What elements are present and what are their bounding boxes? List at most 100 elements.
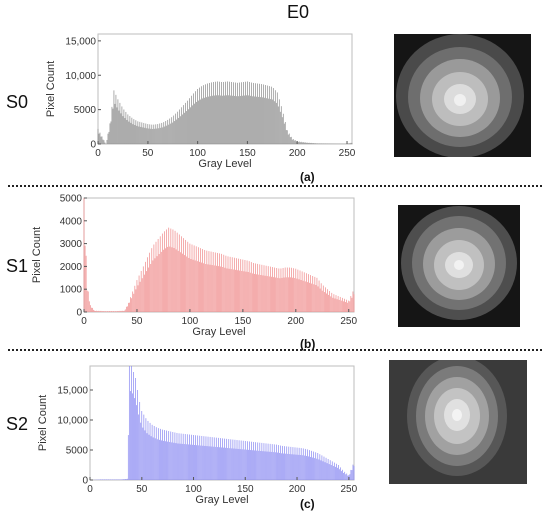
histogram-bar	[162, 127, 164, 144]
histogram-bar	[311, 450, 312, 480]
histogram-bar	[191, 434, 192, 480]
histogram-bar	[132, 124, 134, 144]
histogram-bar	[277, 452, 278, 480]
histogram-bar	[254, 450, 255, 480]
histogram-bar	[170, 431, 172, 480]
histogram-bar	[251, 82, 252, 144]
histogram-bar	[231, 81, 232, 144]
histogram-bar	[209, 264, 211, 312]
histogram-bar	[215, 265, 217, 312]
histogram-bar	[189, 98, 190, 144]
histogram-bar	[310, 275, 311, 312]
histogram-bar	[226, 438, 228, 480]
histogram-bar	[345, 474, 347, 480]
histogram-bar	[142, 127, 144, 144]
histogram-bar	[179, 109, 181, 144]
plot-area	[83, 197, 355, 313]
histogram-bar	[136, 405, 137, 480]
histogram-bar	[122, 116, 124, 144]
histogram-bar	[352, 291, 354, 312]
x-tick-label: 50	[136, 484, 148, 495]
histogram-bar	[137, 121, 139, 144]
histogram-bar	[330, 296, 332, 312]
histogram-bar	[236, 96, 237, 144]
histogram-bar	[316, 277, 318, 312]
histogram-bar	[288, 446, 290, 480]
histogram-bar	[114, 479, 116, 480]
y-tick-label: 3000	[60, 239, 83, 250]
x-tick-label: 0	[87, 484, 93, 495]
histogram-bar	[309, 282, 310, 312]
histogram-bar	[314, 143, 316, 144]
histogram-bar	[203, 436, 205, 480]
histogram-bar	[118, 311, 120, 312]
histogram-bar	[223, 81, 224, 144]
histogram-bar	[232, 95, 233, 144]
histogram-bar	[166, 125, 168, 144]
histogram-bar	[166, 430, 167, 480]
histogram-bar	[161, 440, 162, 480]
histogram-bar	[282, 113, 284, 144]
histogram-bar	[167, 246, 169, 312]
histogram-bar	[104, 479, 105, 480]
y-tick-label: 4000	[60, 216, 83, 227]
histogram-bar	[202, 249, 203, 312]
histogram-bar	[337, 296, 339, 312]
histogram-bar	[209, 436, 211, 480]
histogram-bar	[170, 228, 172, 312]
x-tick-label: 200	[287, 316, 304, 327]
histogram-bar	[129, 116, 131, 144]
histogram-bar	[104, 142, 106, 144]
histogram-bar	[107, 311, 109, 312]
histogram-bar	[120, 311, 122, 312]
y-tick-label: 10,000	[65, 71, 96, 82]
histogram-bar	[112, 311, 113, 312]
histogram-bar	[281, 277, 283, 312]
histogram-bar	[343, 472, 345, 480]
histogram-chart-c: 0 50 100 150 200 250 0 5000 10,000 15,000 Gray Lev…	[37, 365, 358, 506]
histogram-bar	[350, 142, 352, 144]
histogram-bar	[222, 95, 223, 144]
histogram-bar	[156, 128, 158, 144]
histogram-bar	[203, 85, 204, 144]
histogram-bar	[347, 475, 349, 480]
histogram-bar	[250, 95, 251, 144]
x-tick-label: 0	[81, 316, 87, 327]
histogram-bar	[165, 441, 166, 480]
histogram-bar	[183, 444, 185, 480]
histogram-bar	[349, 143, 351, 144]
histogram-bar	[192, 259, 194, 312]
histogram-bar	[301, 142, 303, 144]
histogram-bar	[132, 393, 133, 480]
y-axis-label: Pixel Count	[37, 395, 49, 451]
histogram-bar	[350, 296, 352, 312]
histogram-bar	[321, 290, 323, 312]
histogram-bar	[314, 276, 316, 312]
histogram-bar	[307, 142, 309, 144]
histogram-bar	[140, 126, 142, 144]
histogram-bar	[258, 450, 260, 480]
histogram-bar	[201, 262, 202, 312]
histogram-bar	[351, 142, 353, 144]
histogram-bar	[230, 269, 232, 312]
histogram-bar	[200, 248, 201, 312]
histogram-bar	[222, 438, 223, 480]
histogram-bar	[213, 437, 215, 480]
histogram-bar	[258, 274, 260, 312]
histogram-bar	[133, 372, 134, 480]
histogram-bar	[308, 456, 309, 480]
histogram-bar	[177, 443, 179, 480]
histogram-bar	[317, 286, 319, 312]
histogram-bar	[293, 268, 295, 312]
histogram-bar	[252, 96, 253, 144]
histogram-bar	[270, 451, 272, 480]
histogram-bar	[264, 85, 266, 144]
histogram-bar	[215, 437, 217, 480]
histogram-bar	[242, 259, 244, 312]
histogram-bar	[340, 467, 341, 480]
histogram-bar	[211, 265, 213, 312]
histogram-bar	[108, 131, 110, 144]
x-tick-label: 100	[189, 148, 206, 159]
histogram-bar	[155, 241, 157, 312]
histogram-bar	[218, 266, 219, 312]
